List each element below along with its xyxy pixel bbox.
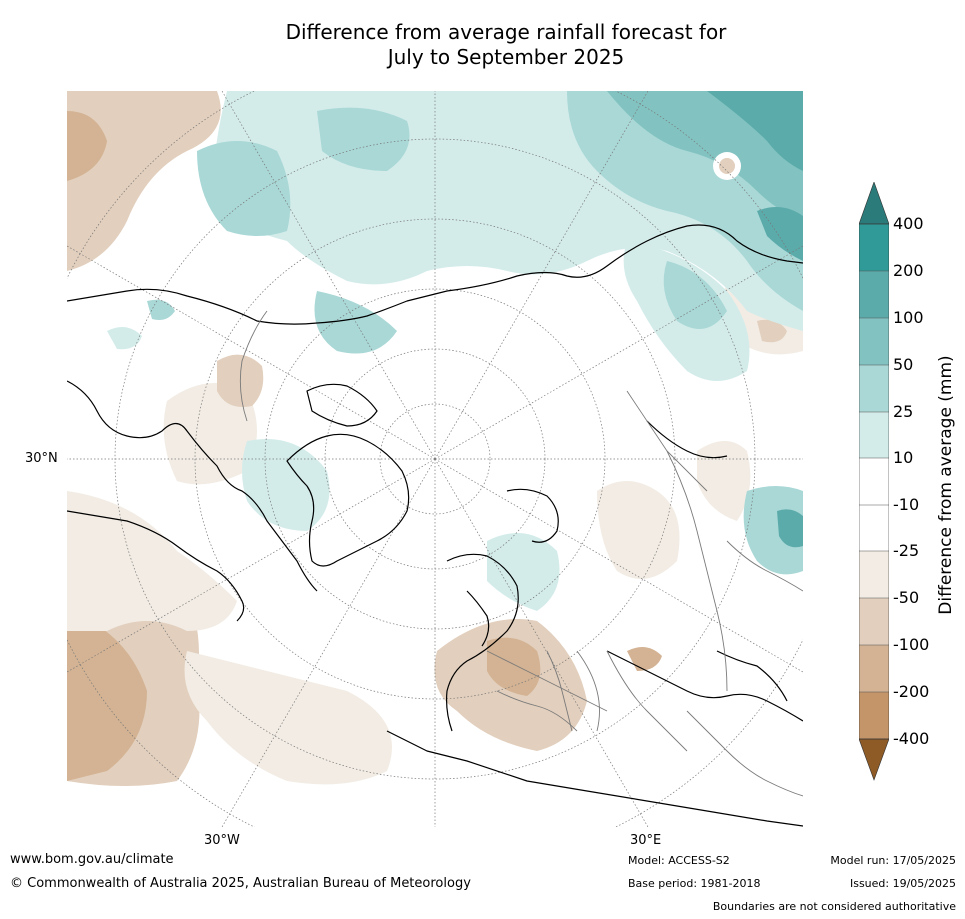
colorbar-tick-label: -50 — [893, 588, 920, 607]
lon-label-30w: 30°W — [204, 833, 240, 848]
colorbar-segment — [859, 551, 889, 598]
colorbar-segment — [859, 365, 889, 412]
colorbar-tick-label: 10 — [893, 448, 914, 467]
map-title: Difference from average rainfall forecas… — [0, 20, 965, 70]
country-borders — [239, 310, 803, 797]
colorbar-segment — [859, 224, 889, 271]
coastlines — [67, 224, 803, 827]
title-line-1: Difference from average rainfall forecas… — [285, 20, 727, 44]
model-label: Model: ACCESS-S2 — [628, 854, 730, 867]
colorbar-tick-label: 200 — [893, 261, 924, 280]
colorbar-tick-label: -25 — [893, 541, 920, 560]
title-line-2: July to September 2025 — [387, 45, 625, 69]
lat-label-30n: 30°N — [25, 451, 58, 466]
colorbar-tick-label: 25 — [893, 402, 914, 421]
base-period-label: Base period: 1981-2018 — [628, 877, 761, 890]
graticule — [67, 91, 803, 827]
colorbar-tick-label: 100 — [893, 308, 924, 327]
colorbar-tick-label: -400 — [893, 729, 930, 748]
lon-label-30e: 30°E — [630, 833, 662, 848]
colorbar-lower-extension — [859, 738, 889, 781]
colorbar-segment — [859, 458, 889, 505]
model-run-label: Model run: 17/05/2025 — [830, 854, 956, 867]
colorbar-segment — [859, 692, 889, 739]
colorbar-segment — [859, 645, 889, 692]
colorbar-segment — [859, 271, 889, 318]
colorbar-tick-label: -100 — [893, 635, 930, 654]
colorbar-tick-label: 400 — [893, 214, 924, 233]
website-link[interactable]: www.bom.gov.au/climate — [10, 852, 174, 867]
colorbar-segment — [859, 318, 889, 365]
wet-anomaly-areas — [107, 91, 803, 611]
copyright-text: © Commonwealth of Australia 2025, Austra… — [10, 876, 471, 891]
colorbar-title: Difference from average (mm) — [936, 355, 956, 615]
colorbar-tick-label: -200 — [893, 682, 930, 701]
rainfall-anomaly-map — [67, 91, 803, 827]
colorbar-segment — [859, 505, 889, 551]
colorbar — [859, 182, 889, 781]
colorbar-segment — [859, 412, 889, 458]
disclaimer-text: Boundaries are not considered authoritat… — [712, 900, 956, 913]
colorbar-segment — [859, 598, 889, 645]
colorbar-tick-label: -10 — [893, 495, 920, 514]
colorbar-tick-label: 50 — [893, 355, 914, 374]
issued-label: Issued: 19/05/2025 — [849, 877, 956, 890]
dry-anomaly-areas — [67, 91, 803, 786]
colorbar-upper-extension — [859, 182, 889, 225]
